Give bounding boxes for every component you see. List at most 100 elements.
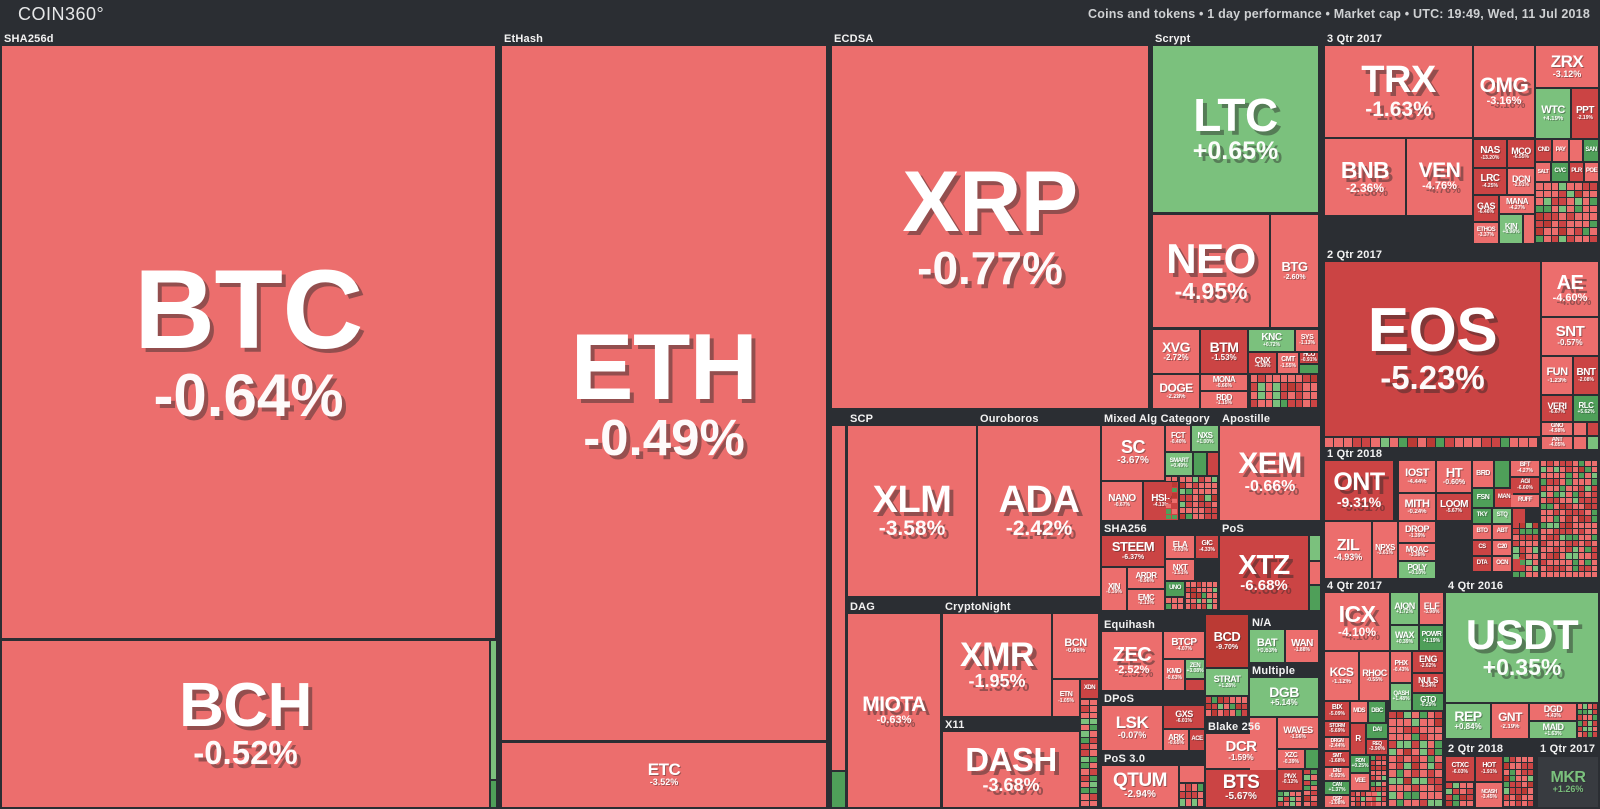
- mini-tile[interactable]: [1585, 467, 1591, 473]
- mini-tile[interactable]: [1389, 799, 1396, 806]
- mini-tile[interactable]: [1541, 516, 1547, 522]
- mini-tile[interactable]: [1541, 473, 1547, 479]
- mini-tile[interactable]: [1435, 719, 1442, 726]
- mini-tile[interactable]: [1582, 190, 1590, 197]
- mini-tile[interactable]: [1211, 489, 1217, 495]
- mini-tile[interactable]: [1304, 801, 1310, 806]
- mini-tile[interactable]: [1541, 497, 1547, 504]
- mini-tile[interactable]: [1579, 504, 1585, 510]
- mini-tile[interactable]: [1528, 757, 1533, 763]
- tile-RDD[interactable]: RDD -1.15%: [1201, 392, 1247, 408]
- mini-tile[interactable]: [1412, 748, 1419, 755]
- tile-BIX[interactable]: BIX -5.09%: [1325, 702, 1349, 720]
- mini-tile[interactable]: [1192, 507, 1198, 513]
- mini-tile[interactable]: [1553, 485, 1559, 491]
- mini-tile[interactable]: [1224, 703, 1229, 710]
- mini-tile[interactable]: [1579, 485, 1585, 491]
- mini-tile[interactable]: [1593, 709, 1597, 715]
- mini-tile[interactable]: [1419, 741, 1427, 748]
- mini-tile[interactable]: [1591, 510, 1597, 516]
- mini-tile[interactable]: [1590, 235, 1597, 242]
- mini-tile[interactable]: [1560, 541, 1566, 547]
- mini-tile[interactable]: [1528, 769, 1533, 775]
- mini-tile[interactable]: [1389, 755, 1396, 763]
- tile-MANA[interactable]: MANA -4.27%: [1500, 196, 1534, 213]
- mini-tile[interactable]: [1572, 534, 1578, 541]
- mini-tile[interactable]: [1288, 391, 1295, 399]
- mini-tile[interactable]: [1467, 783, 1473, 788]
- mini-tile[interactable]: [1578, 721, 1582, 726]
- mini-tile[interactable]: [1389, 719, 1396, 726]
- mini-tile[interactable]: [1579, 461, 1585, 467]
- mini-tile[interactable]: [1205, 495, 1211, 501]
- mini-tile[interactable]: [1543, 183, 1551, 190]
- mini-tile[interactable]: [1172, 509, 1177, 514]
- mini-tile[interactable]: [1404, 763, 1412, 770]
- tile-BNT[interactable]: BNT -2.08%: [1574, 357, 1598, 394]
- mini-tile[interactable]: [1191, 587, 1196, 593]
- mini-tile[interactable]: [1526, 535, 1532, 541]
- mini-tile[interactable]: [1582, 198, 1590, 205]
- mini-tile[interactable]: [1588, 732, 1592, 737]
- mini-tile[interactable]: [1381, 786, 1386, 791]
- mini-tile[interactable]: [1207, 598, 1212, 604]
- mini-tile[interactable]: [1532, 523, 1538, 529]
- mini-tile[interactable]: [1559, 220, 1566, 227]
- mini-tile[interactable]: [1295, 375, 1303, 383]
- mini-tile[interactable]: [1389, 712, 1396, 719]
- mini-tile[interactable]: [1311, 770, 1317, 775]
- mini-tile[interactable]: [1202, 598, 1207, 604]
- tile-EMC[interactable]: EMC -2.13%: [1128, 590, 1164, 610]
- mini-tile[interactable]: [1412, 799, 1419, 806]
- mini-tile[interactable]: [1166, 509, 1171, 514]
- mini-tile[interactable]: [1591, 479, 1597, 485]
- tile-GNT[interactable]: GNT -2.19%: [1492, 704, 1528, 738]
- mini-tile[interactable]: [1516, 794, 1521, 800]
- mini-tile[interactable]: [1536, 213, 1543, 220]
- mini-tile[interactable]: [1543, 205, 1551, 212]
- mini-tile[interactable]: [1224, 697, 1229, 703]
- tile-GXS[interactable]: GXS -6.01%: [1164, 706, 1204, 728]
- mini-tile[interactable]: [1541, 559, 1547, 565]
- mini-tile[interactable]: [1522, 800, 1527, 806]
- mini-tile[interactable]: [1572, 467, 1578, 473]
- mini-tile[interactable]: [1593, 715, 1597, 720]
- mini-tile[interactable]: [1236, 703, 1241, 710]
- mini-tile[interactable]: [1172, 493, 1177, 498]
- mini-tile[interactable]: [1396, 763, 1404, 770]
- mini-tile[interactable]: [1180, 513, 1186, 519]
- tile-QASH[interactable]: QASH +1.48%: [1391, 684, 1411, 710]
- mini-tile[interactable]: [1166, 498, 1171, 503]
- mini-tile[interactable]: [1389, 741, 1396, 748]
- tile-ETC[interactable]: ETC -3.52%: [502, 743, 826, 807]
- mini-tile[interactable]: [1376, 781, 1381, 786]
- mini-tile[interactable]: [1202, 587, 1207, 593]
- mini-tile[interactable]: [1547, 565, 1553, 571]
- mini-tile[interactable]: [1404, 741, 1412, 748]
- mini-tile[interactable]: [1593, 704, 1597, 709]
- mini-tile[interactable]: [1446, 783, 1452, 788]
- tile-CS[interactable]: CS: [1473, 541, 1491, 555]
- mini-tile[interactable]: [1541, 485, 1547, 491]
- mini-tile[interactable]: [1559, 205, 1566, 212]
- mini-tile[interactable]: [1572, 559, 1578, 565]
- mini-tile[interactable]: [1304, 785, 1310, 791]
- mini-tile[interactable]: [1242, 703, 1247, 710]
- mini-tile[interactable]: [1547, 559, 1553, 565]
- mini-tile[interactable]: [1467, 789, 1473, 794]
- mini-tile[interactable]: [1519, 541, 1525, 547]
- mini-tile[interactable]: [1172, 482, 1177, 487]
- mini-tile[interactable]: [1427, 733, 1435, 741]
- mini-tile[interactable]: [1304, 770, 1310, 775]
- mini-tile[interactable]: [1207, 593, 1212, 598]
- mini-tile[interactable]: [1541, 541, 1547, 547]
- mini-tile[interactable]: [1089, 794, 1097, 800]
- mini-tile[interactable]: [1453, 789, 1459, 794]
- mini-tile[interactable]: [1396, 719, 1404, 726]
- mini-tile[interactable]: [1541, 510, 1547, 516]
- mini-tile[interactable]: [1454, 438, 1463, 447]
- mini-tile[interactable]: [1585, 485, 1591, 491]
- mini-tile[interactable]: [1172, 487, 1177, 493]
- mini-tile[interactable]: [1371, 786, 1376, 791]
- tile-ETN[interactable]: ETN -1.05%: [1053, 680, 1079, 716]
